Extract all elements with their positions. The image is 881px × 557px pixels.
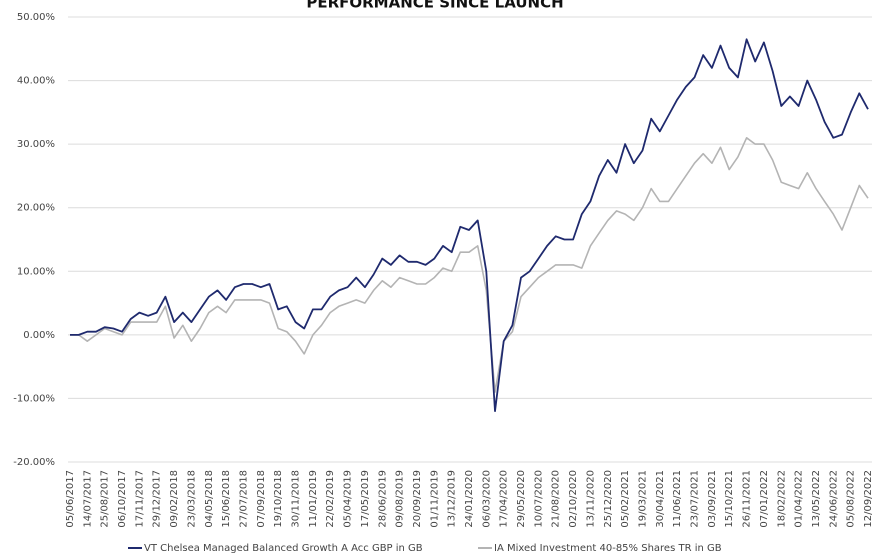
x-tick-label: 29/05/2020 — [516, 470, 527, 528]
x-tick-label: 25/12/2020 — [603, 470, 614, 528]
legend-label: IA Mixed Investment 40-85% Shares TR in … — [494, 543, 722, 554]
chart-title: PERFORMANCE SINCE LAUNCH — [306, 0, 563, 12]
x-tick-label: 19/10/2018 — [273, 470, 284, 528]
x-tick-label: 15/06/2018 — [221, 470, 232, 528]
x-tick-label: 04/05/2018 — [204, 470, 215, 528]
x-tick-label: 05/08/2022 — [846, 470, 857, 528]
x-tick-label: 30/11/2018 — [291, 470, 302, 528]
x-tick-label: 11/06/2021 — [672, 470, 683, 528]
x-tick-label: 13/11/2020 — [585, 470, 596, 528]
x-tick-label: 09/08/2019 — [395, 470, 406, 528]
x-tick-label: 23/03/2018 — [186, 470, 197, 528]
y-tick-label: -10.00% — [13, 393, 55, 404]
x-tick-label: 30/04/2021 — [655, 470, 666, 528]
x-tick-label: 25/08/2017 — [100, 470, 111, 528]
x-tick-label: 15/10/2021 — [724, 470, 735, 528]
x-tick-label: 01/11/2019 — [429, 470, 440, 528]
x-tick-label: 24/01/2020 — [464, 470, 475, 528]
y-tick-label: 50.00% — [17, 12, 55, 23]
series-line — [70, 38, 869, 412]
legend-label: VT Chelsea Managed Balanced Growth A Acc… — [144, 543, 423, 554]
series-line — [70, 137, 869, 393]
x-tick-label: 20/09/2019 — [412, 470, 423, 528]
y-tick-label: -20.00% — [13, 457, 55, 468]
x-tick-label: 17/11/2017 — [134, 470, 145, 528]
x-tick-label: 24/06/2022 — [828, 470, 839, 528]
x-tick-label: 07/01/2022 — [759, 470, 770, 528]
x-tick-label: 29/12/2017 — [152, 470, 163, 528]
y-tick-label: 20.00% — [17, 203, 55, 214]
x-tick-label: 12/09/2022 — [863, 470, 874, 528]
x-tick-label: 21/08/2020 — [551, 470, 562, 528]
x-tick-label: 05/04/2019 — [343, 470, 354, 528]
x-tick-label: 17/04/2020 — [499, 470, 510, 528]
y-tick-label: 0.00% — [23, 330, 55, 341]
x-tick-label: 05/06/2017 — [65, 470, 76, 528]
x-tick-label: 10/07/2020 — [533, 470, 544, 528]
x-tick-label: 22/02/2019 — [325, 470, 336, 528]
x-tick-label: 26/11/2021 — [742, 470, 753, 528]
y-tick-label: 30.00% — [17, 139, 55, 150]
x-tick-label: 23/07/2021 — [690, 470, 701, 528]
x-tick-label: 17/05/2019 — [360, 470, 371, 528]
x-tick-label: 01/04/2022 — [794, 470, 805, 528]
x-tick-label: 14/07/2017 — [82, 470, 93, 528]
x-tick-label: 28/06/2019 — [377, 470, 388, 528]
x-tick-label: 02/10/2020 — [568, 470, 579, 528]
x-tick-label: 18/02/2022 — [776, 470, 787, 528]
y-tick-label: 10.00% — [17, 266, 55, 277]
x-tick-label: 09/02/2018 — [169, 470, 180, 528]
x-tick-label: 05/02/2021 — [620, 470, 631, 528]
x-tick-label: 06/03/2020 — [481, 470, 492, 528]
x-tick-label: 13/05/2022 — [811, 470, 822, 528]
x-tick-label: 27/07/2018 — [238, 470, 249, 528]
x-tick-label: 06/10/2017 — [117, 470, 128, 528]
x-tick-label: 11/01/2019 — [308, 470, 319, 528]
x-tick-label: 19/03/2021 — [637, 470, 648, 528]
y-tick-label: 40.00% — [17, 76, 55, 87]
x-tick-label: 13/12/2019 — [447, 470, 458, 528]
x-tick-label: 03/09/2021 — [707, 470, 718, 528]
x-tick-label: 07/09/2018 — [256, 470, 267, 528]
